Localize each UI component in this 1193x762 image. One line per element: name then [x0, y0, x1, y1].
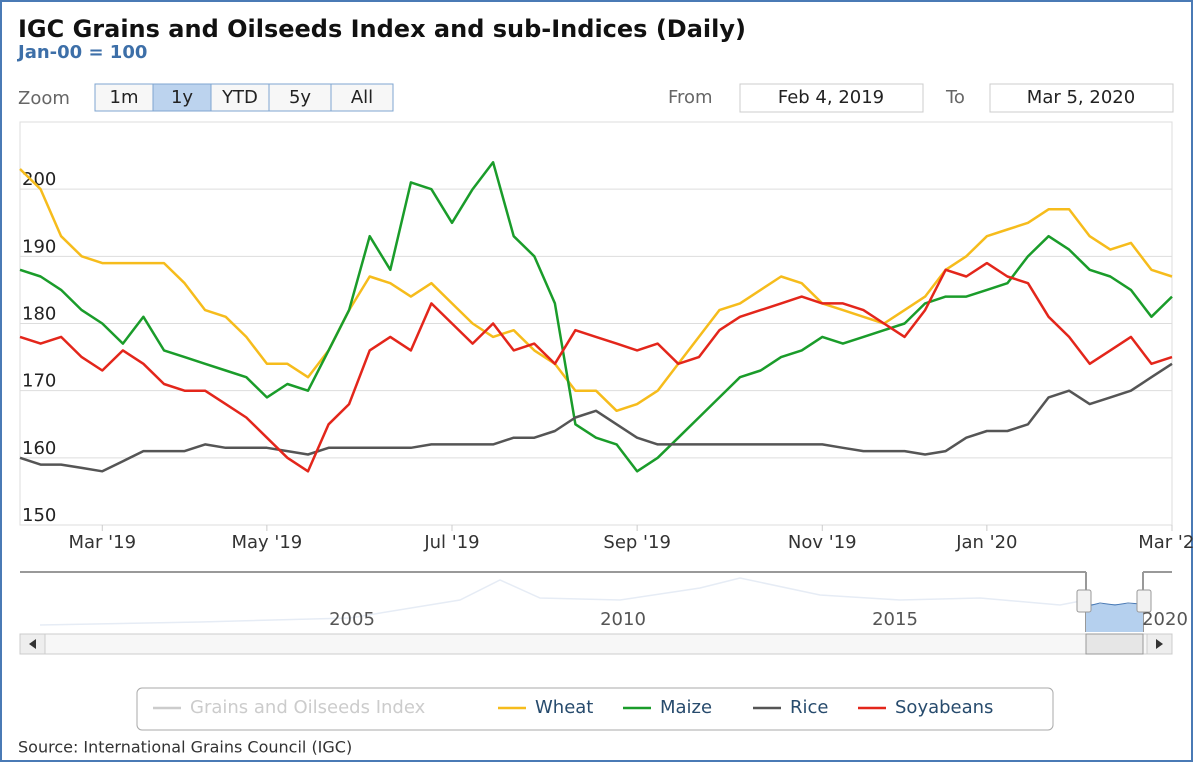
legend [136, 687, 1054, 731]
to-label: To [945, 87, 965, 108]
zoom-button-label[interactable]: 1m [110, 87, 139, 108]
legend-label[interactable]: Maize [660, 697, 712, 718]
legend-label[interactable]: Wheat [535, 697, 593, 718]
navigator-series [1087, 602, 1142, 607]
from-label: From [668, 87, 713, 108]
navigator-series [39, 577, 1087, 626]
arrow-icon [29, 639, 36, 649]
x-tick-label: May '19 [231, 532, 302, 553]
x-tick-label: Mar '19 [69, 532, 137, 553]
chart-title: IGC Grains and Oilseeds Index and sub-In… [18, 15, 746, 43]
navigator-label: 2020 [1142, 609, 1188, 630]
navigator-handle[interactable] [1136, 589, 1152, 613]
from-date[interactable]: Feb 4, 2019 [778, 87, 884, 108]
zoom-button[interactable] [330, 83, 394, 112]
x-tick-label: Mar '20 [1138, 532, 1193, 553]
zoom-button-label[interactable]: YTD [221, 87, 258, 108]
to-input[interactable] [989, 83, 1174, 113]
y-tick-label: 150 [22, 505, 56, 526]
series-line [19, 362, 1173, 473]
series-line [19, 168, 1173, 413]
scroll-thumb[interactable] [1085, 633, 1144, 655]
scrollbar[interactable] [19, 633, 1173, 655]
legend-label[interactable]: Grains and Oilseeds Index [190, 697, 426, 718]
zoom-button-label[interactable]: 5y [289, 87, 311, 108]
zoom-button[interactable] [268, 83, 332, 112]
x-tick-label: Nov '19 [788, 532, 857, 553]
legend-label[interactable]: Soyabeans [895, 697, 993, 718]
y-tick-label: 200 [22, 169, 56, 190]
zoom-button-label[interactable]: 1y [171, 87, 193, 108]
series-line [19, 161, 1173, 473]
source-note: Source: International Grains Council (IG… [18, 738, 352, 757]
legend-label[interactable]: Rice [790, 697, 828, 718]
navigator-handle[interactable] [1076, 589, 1092, 613]
y-tick-label: 180 [22, 304, 56, 325]
chart-subtitle: Jan-00 = 100 [16, 42, 147, 63]
zoom-button-label[interactable]: All [351, 87, 373, 108]
zoom-button[interactable] [152, 83, 212, 112]
navigator-selection[interactable] [1086, 604, 1143, 632]
arrow-icon [1156, 639, 1163, 649]
navigator-label: 2005 [329, 609, 375, 630]
y-tick-label: 190 [22, 236, 56, 257]
to-date[interactable]: Mar 5, 2020 [1027, 87, 1135, 108]
navigator [20, 572, 1172, 632]
y-tick-label: 170 [22, 371, 56, 392]
y-tick-label: 160 [22, 438, 56, 459]
series-line [19, 261, 1173, 473]
navigator-label: 2015 [872, 609, 918, 630]
from-input[interactable] [739, 83, 924, 113]
x-tick-label: Jul '19 [423, 532, 479, 553]
zoom-label: Zoom [18, 88, 70, 109]
x-tick-label: Jan '20 [955, 532, 1017, 553]
navigator-label: 2010 [600, 609, 646, 630]
x-tick-label: Sep '19 [603, 532, 671, 553]
